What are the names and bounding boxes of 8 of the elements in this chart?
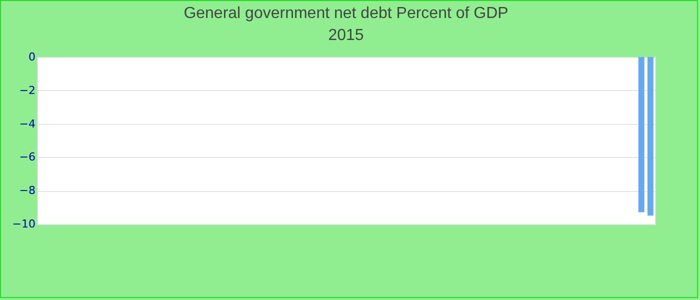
y-tick-label: −2 [19,84,36,97]
y-tick-label: −10 [12,218,36,230]
y-tick-label: −8 [19,184,36,198]
y-tick-label: −6 [19,150,36,164]
chart-subtitle: 2015 [328,27,364,44]
y-tick-label: −4 [19,117,36,130]
chart-title: General government net debt Percent of GDP [184,5,508,22]
y-tick-label: 0 [28,50,36,64]
